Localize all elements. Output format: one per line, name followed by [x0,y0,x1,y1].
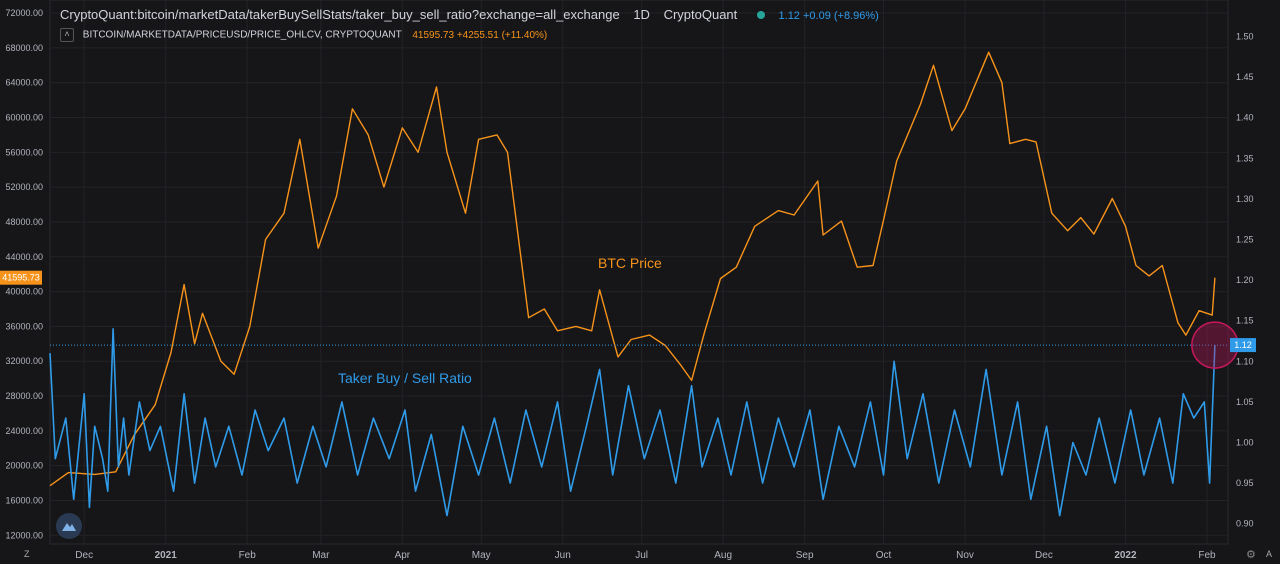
ratio-legend-row: CryptoQuant:bitcoin/marketData/takerBuyS… [60,7,879,22]
left-tick-label: 56000.00 [5,147,43,157]
price-series-label[interactable]: BITCOIN/MARKETDATA/PRICEUSD/PRICE_OHLCV,… [82,29,402,41]
cryptoquant-logo-icon[interactable] [56,513,82,539]
right-current-tag [1230,338,1256,353]
left-tick-label: 68000.00 [5,43,43,53]
right-tick-label: 1.05 [1236,397,1254,407]
left-current-tag [0,270,42,285]
left-tick-label: 48000.00 [5,217,43,227]
right-tick-label: 1.35 [1236,153,1254,163]
x-tick-label: Feb [1198,550,1216,561]
right-tick-label: 1.50 [1236,32,1254,42]
right-tick-label: 0.95 [1236,478,1254,488]
x-tick-label: Apr [395,550,411,561]
x-tick-label: 2022 [1114,550,1137,561]
left-tick-label: 36000.00 [5,321,43,331]
right-tick-label: 1.40 [1236,113,1254,123]
right-tick-label: 1.15 [1236,316,1254,326]
annotation-btc-price: BTC Price [598,255,662,271]
right-tick-label: 1.45 [1236,72,1254,82]
x-tick-label: Aug [714,550,732,561]
left-current-tag-label: 41595.73 [2,273,40,283]
left-tick-label: 40000.00 [5,287,43,297]
right-tick-label: 0.90 [1236,519,1254,529]
zoom-corner-label[interactable]: Z [24,549,30,559]
right-tick-label: 1.00 [1236,438,1254,448]
left-tick-label: 12000.00 [5,530,43,540]
interval-label[interactable]: 1D [633,7,650,22]
x-tick-label: Nov [956,550,974,561]
right-tick-label: 1.25 [1236,235,1254,245]
auto-scale-label[interactable]: A [1266,549,1273,559]
x-tick-label: May [472,550,491,561]
x-tick-label: Jul [635,550,648,561]
x-tick-label: Mar [312,550,330,561]
left-tick-label: 16000.00 [5,495,43,505]
plot-area [49,0,1229,545]
taker-ratio-line [49,328,1216,517]
left-tick-label: 28000.00 [5,391,43,401]
right-current-tag-label: 1.12 [1234,340,1252,350]
status-dot-icon [756,11,765,20]
left-tick-label: 64000.00 [5,78,43,88]
right-tick-label: 1.20 [1236,275,1254,285]
x-tick-label: Dec [75,550,93,561]
left-tick-label: 52000.00 [5,182,43,192]
source-label: CryptoQuant [663,7,738,22]
left-tick-label: 44000.00 [5,252,43,262]
x-tick-label: Feb [239,550,257,561]
left-tick-label: 20000.00 [5,461,43,471]
x-tick-label: Jun [555,550,571,561]
x-tick-label: Oct [876,550,892,561]
left-tick-label: 32000.00 [5,356,43,366]
chart-header: CryptoQuant:bitcoin/marketData/takerBuyS… [0,0,1280,50]
left-tick-label: 72000.00 [5,8,43,18]
x-tick-label: 2021 [155,550,178,561]
chart-title[interactable]: CryptoQuant:bitcoin/marketData/takerBuyS… [60,7,620,22]
left-tick-label: 60000.00 [5,113,43,123]
right-tick-label: 1.10 [1236,356,1254,366]
x-tick-label: Sep [796,550,814,561]
collapse-chevron-icon[interactable]: ˄ [60,28,74,42]
annotation-taker-ratio: Taker Buy / Sell Ratio [338,370,472,386]
ratio-legend-value: 1.12 +0.09 (+8.96%) [778,10,879,22]
right-tick-label: 1.30 [1236,194,1254,204]
price-legend-value: 41595.73 +4255.51 (+11.40%) [412,29,548,41]
price-legend-row: ˄ BITCOIN/MARKETDATA/PRICEUSD/PRICE_OHLC… [60,28,547,42]
left-tick-label: 24000.00 [5,426,43,436]
x-tick-label: Dec [1035,550,1053,561]
settings-gear-icon[interactable]: ⚙ [1246,549,1256,561]
